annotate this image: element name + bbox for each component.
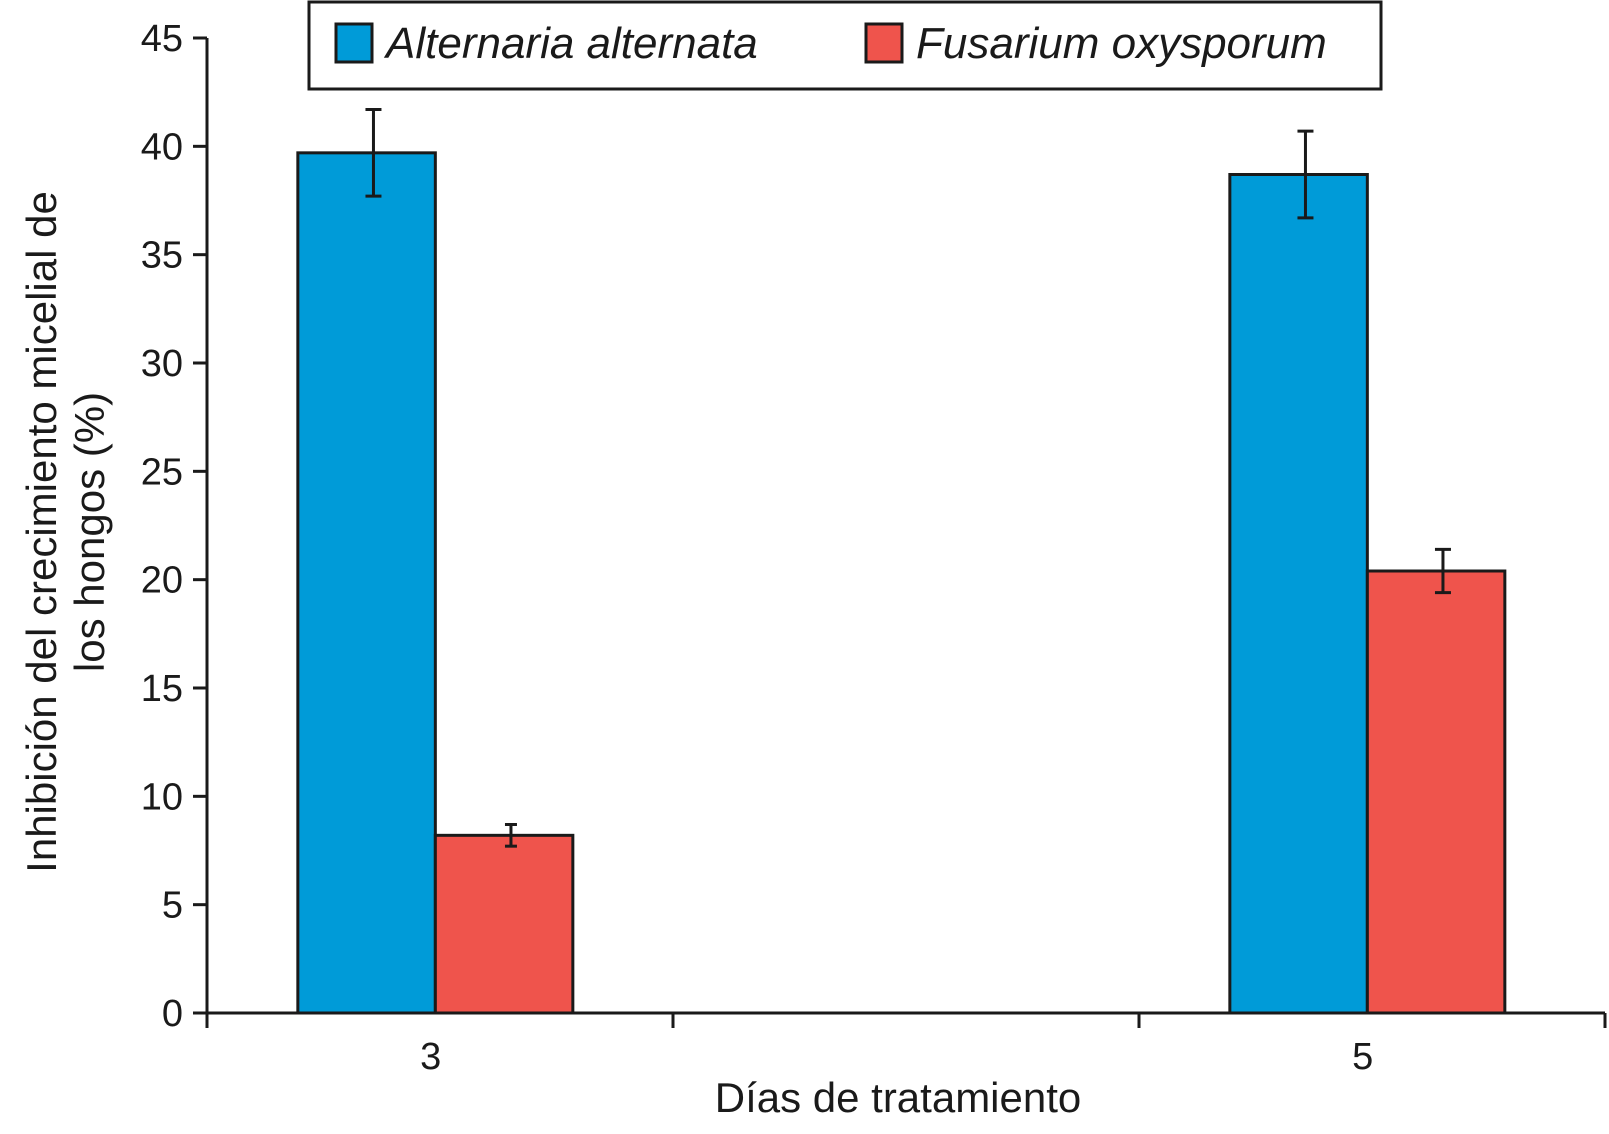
legend-label: Alternaria alternata [383,19,758,68]
y-tick-label: 15 [141,668,183,710]
y-tick-label: 35 [141,235,183,277]
y-axis-title: Inhibición del crecimiento micelial de l… [18,191,113,873]
x-tick-label: 5 [1352,1036,1373,1078]
y-tick-label: 30 [141,343,183,385]
y-axis-title-line1: Inhibición del crecimiento micelial de [18,191,65,873]
y-tick-label: 25 [141,451,183,493]
legend: Alternaria alternata Fusarium oxysporum [307,0,1383,91]
legend-swatch [334,22,374,64]
y-tick-label: 10 [141,776,183,818]
y-tick-label: 5 [162,885,183,927]
bars [296,151,1507,1015]
x-tick-label: 3 [420,1036,441,1078]
y-tick-label: 20 [141,560,183,602]
legend-label: Fusarium oxysporum [916,19,1327,68]
x-axis-title: Días de tratamiento [715,1074,1082,1121]
y-tick-label: 0 [162,993,183,1035]
bar [1228,173,1369,1015]
y-tick-label: 40 [141,126,183,168]
bar [1365,569,1507,1015]
y-tick-label: 45 [141,18,183,60]
y-axis: 0 5 10 15 20 25 30 35 40 45 [141,18,209,1035]
bar [296,151,437,1015]
y-axis-title-line2: los hongos (%) [66,392,113,672]
bar [433,833,575,1015]
legend-swatch [864,22,904,64]
error-bars [365,108,1451,848]
legend-box [307,0,1383,91]
